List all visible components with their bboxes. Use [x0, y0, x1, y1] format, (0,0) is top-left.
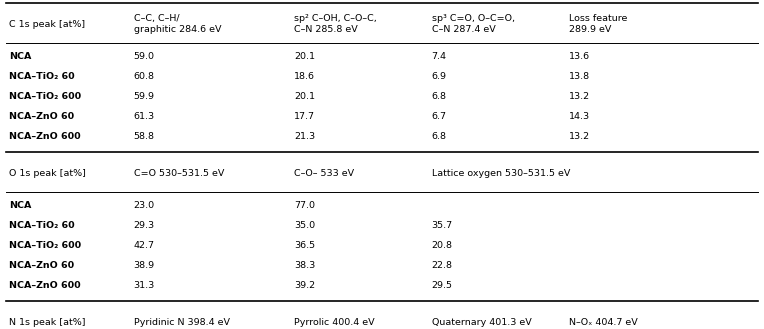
Text: NCA–ZnO 60: NCA–ZnO 60 [9, 261, 74, 270]
Text: 14.3: 14.3 [569, 112, 591, 121]
Text: sp² C–OH, C–O–C,
C–N 285.8 eV: sp² C–OH, C–O–C, C–N 285.8 eV [294, 14, 377, 34]
Text: 13.6: 13.6 [569, 52, 591, 61]
Text: 6.7: 6.7 [432, 112, 447, 121]
Text: 58.8: 58.8 [134, 132, 154, 141]
Text: 31.3: 31.3 [134, 281, 155, 290]
Text: 60.8: 60.8 [134, 72, 154, 81]
Text: 38.3: 38.3 [294, 261, 316, 270]
Text: 35.7: 35.7 [432, 221, 453, 230]
Text: 20.1: 20.1 [294, 52, 315, 61]
Text: Loss feature
289.9 eV: Loss feature 289.9 eV [569, 14, 627, 34]
Text: 39.2: 39.2 [294, 281, 316, 290]
Text: NCA: NCA [9, 52, 31, 61]
Text: 13.8: 13.8 [569, 72, 591, 81]
Text: 13.2: 13.2 [569, 92, 591, 101]
Text: 6.8: 6.8 [432, 92, 447, 101]
Text: Lattice oxygen 530–531.5 eV: Lattice oxygen 530–531.5 eV [432, 169, 570, 178]
Text: C 1s peak [at%]: C 1s peak [at%] [9, 20, 86, 29]
Text: 59.9: 59.9 [134, 92, 154, 101]
Text: 38.9: 38.9 [134, 261, 155, 270]
Text: 29.3: 29.3 [134, 221, 155, 230]
Text: 77.0: 77.0 [294, 201, 315, 210]
Text: NCA–ZnO 600: NCA–ZnO 600 [9, 132, 81, 141]
Text: NCA–TiO₂ 60: NCA–TiO₂ 60 [9, 221, 75, 230]
Text: 17.7: 17.7 [294, 112, 315, 121]
Text: NCA–ZnO 60: NCA–ZnO 60 [9, 112, 74, 121]
Text: C–O– 533 eV: C–O– 533 eV [294, 169, 354, 178]
Text: 29.5: 29.5 [432, 281, 452, 290]
Text: 21.3: 21.3 [294, 132, 316, 141]
Text: C–C, C–H/
graphitic 284.6 eV: C–C, C–H/ graphitic 284.6 eV [134, 14, 222, 34]
Text: Quaternary 401.3 eV: Quaternary 401.3 eV [432, 318, 532, 327]
Text: 35.0: 35.0 [294, 221, 316, 230]
Text: 42.7: 42.7 [134, 241, 154, 250]
Text: NCA–TiO₂ 60: NCA–TiO₂ 60 [9, 72, 75, 81]
Text: 18.6: 18.6 [294, 72, 315, 81]
Text: Pyridinic N 398.4 eV: Pyridinic N 398.4 eV [134, 318, 230, 327]
Text: Pyrrolic 400.4 eV: Pyrrolic 400.4 eV [294, 318, 375, 327]
Text: 7.4: 7.4 [432, 52, 447, 61]
Text: NCA–ZnO 600: NCA–ZnO 600 [9, 281, 81, 290]
Text: N 1s peak [at%]: N 1s peak [at%] [9, 318, 86, 327]
Text: N–Oₓ 404.7 eV: N–Oₓ 404.7 eV [569, 318, 638, 327]
Text: 20.1: 20.1 [294, 92, 315, 101]
Text: NCA–TiO₂ 600: NCA–TiO₂ 600 [9, 92, 81, 101]
Text: 22.8: 22.8 [432, 261, 452, 270]
Text: C=O 530–531.5 eV: C=O 530–531.5 eV [134, 169, 224, 178]
Text: NCA: NCA [9, 201, 31, 210]
Text: 36.5: 36.5 [294, 241, 316, 250]
Text: 23.0: 23.0 [134, 201, 155, 210]
Text: 61.3: 61.3 [134, 112, 155, 121]
Text: O 1s peak [at%]: O 1s peak [at%] [9, 169, 86, 178]
Text: 13.2: 13.2 [569, 132, 591, 141]
Text: 20.8: 20.8 [432, 241, 452, 250]
Text: sp³ C=O, O–C=O,
C–N 287.4 eV: sp³ C=O, O–C=O, C–N 287.4 eV [432, 14, 515, 34]
Text: 6.9: 6.9 [432, 72, 447, 81]
Text: 6.8: 6.8 [432, 132, 447, 141]
Text: NCA–TiO₂ 600: NCA–TiO₂ 600 [9, 241, 81, 250]
Text: 59.0: 59.0 [134, 52, 154, 61]
